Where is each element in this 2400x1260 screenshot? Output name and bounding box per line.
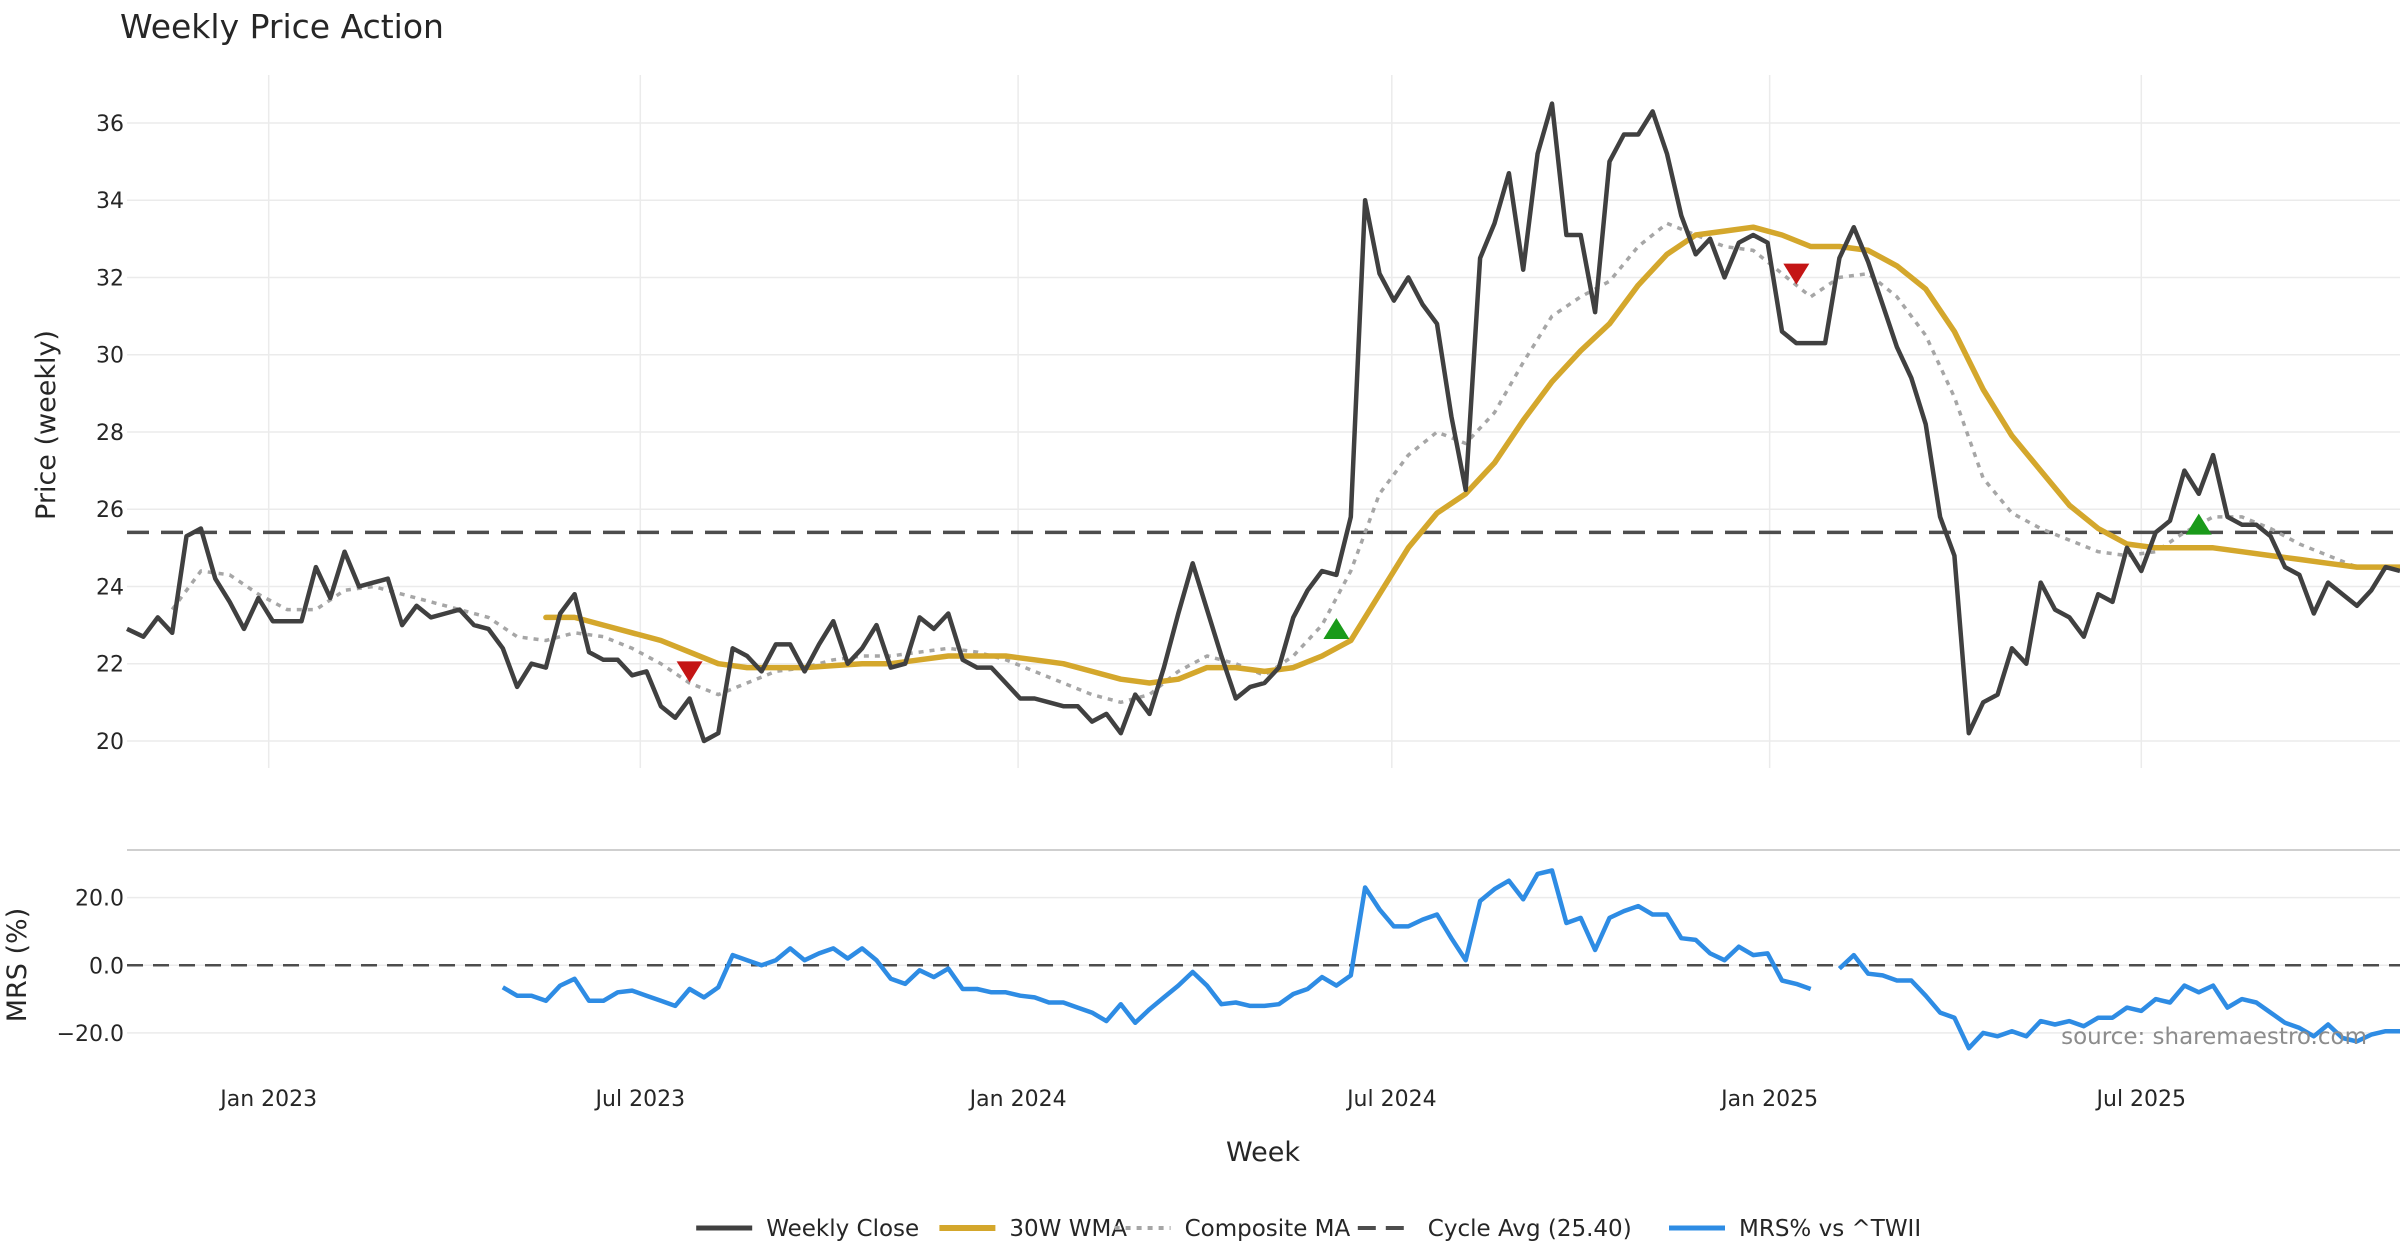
mrs-y-ticks: 20.0 0.0 −20.0 <box>57 887 124 1047</box>
legend-item: MRS% vs ^TWII <box>1669 1216 1921 1242</box>
mrs-y-tick-label: 0.0 <box>89 954 124 979</box>
legend-item: 30W WMA <box>939 1216 1127 1242</box>
price-y-tick-label: 36 <box>96 112 124 137</box>
buy-signal-marker <box>2185 513 2212 535</box>
x-ticks: Jan 2023 Jul 2023 Jan 2024 Jul 2024 Jan 2025… <box>218 1087 2186 1112</box>
legend-item: Composite MA <box>1114 1216 1351 1242</box>
price-panel-grid <box>127 75 2400 768</box>
chart-title: Weekly Price Action <box>120 7 444 46</box>
price-series <box>126 101 2400 744</box>
sell-signal-marker <box>676 661 703 683</box>
mrs-y-axis-label: MRS (%) <box>2 908 33 1023</box>
weekly-close-line <box>126 101 2400 744</box>
price-y-tick-label: 26 <box>96 498 124 523</box>
price-y-tick-label: 24 <box>96 575 124 600</box>
legend-label: Weekly Close <box>766 1216 919 1242</box>
legend-label: Cycle Avg (25.40) <box>1428 1216 1632 1242</box>
mrs-y-tick-label: −20.0 <box>57 1022 124 1047</box>
price-y-ticks: 20 22 24 26 28 30 32 34 36 <box>96 112 124 755</box>
x-tick-label: Jul 2023 <box>594 1087 686 1112</box>
price-y-tick-label: 32 <box>96 266 124 291</box>
x-tick-label: Jan 2023 <box>218 1087 317 1112</box>
mrs-line <box>501 868 1812 1026</box>
x-tick-label: Jul 2025 <box>2095 1087 2187 1112</box>
legend-label: Composite MA <box>1185 1216 1351 1242</box>
sell-signal-marker <box>1783 263 1810 285</box>
buy-signal-marker <box>1323 617 1350 639</box>
source-annotation: source: sharemaestro.com <box>2061 1024 2367 1050</box>
x-tick-label: Jan 2025 <box>1719 1087 1818 1112</box>
price-y-tick-label: 20 <box>96 730 124 755</box>
x-axis-label: Week <box>1226 1137 1300 1168</box>
mrs-line <box>1837 952 2400 1051</box>
legend-item: Cycle Avg (25.40) <box>1357 1216 1632 1242</box>
price-y-tick-label: 22 <box>96 653 124 678</box>
price-y-tick-label: 28 <box>96 421 124 446</box>
legend-label: 30W WMA <box>1009 1216 1127 1242</box>
price-y-axis-label: Price (weekly) <box>31 330 62 520</box>
price-y-tick-label: 30 <box>96 344 124 369</box>
legend: Weekly Close 30W WMA Composite MA Cycle Avg… <box>696 1216 1921 1242</box>
composite-ma-line <box>170 221 2400 705</box>
legend-item: Weekly Close <box>696 1216 919 1242</box>
wma-line <box>543 224 2400 686</box>
mrs-series <box>127 868 2400 1051</box>
mrs-y-tick-label: 20.0 <box>75 887 124 912</box>
x-tick-label: Jul 2024 <box>1345 1087 1437 1112</box>
legend-label: MRS% vs ^TWII <box>1739 1216 1921 1242</box>
x-tick-label: Jan 2024 <box>968 1087 1067 1112</box>
price-y-tick-label: 34 <box>96 189 124 214</box>
signal-markers <box>676 263 2212 683</box>
